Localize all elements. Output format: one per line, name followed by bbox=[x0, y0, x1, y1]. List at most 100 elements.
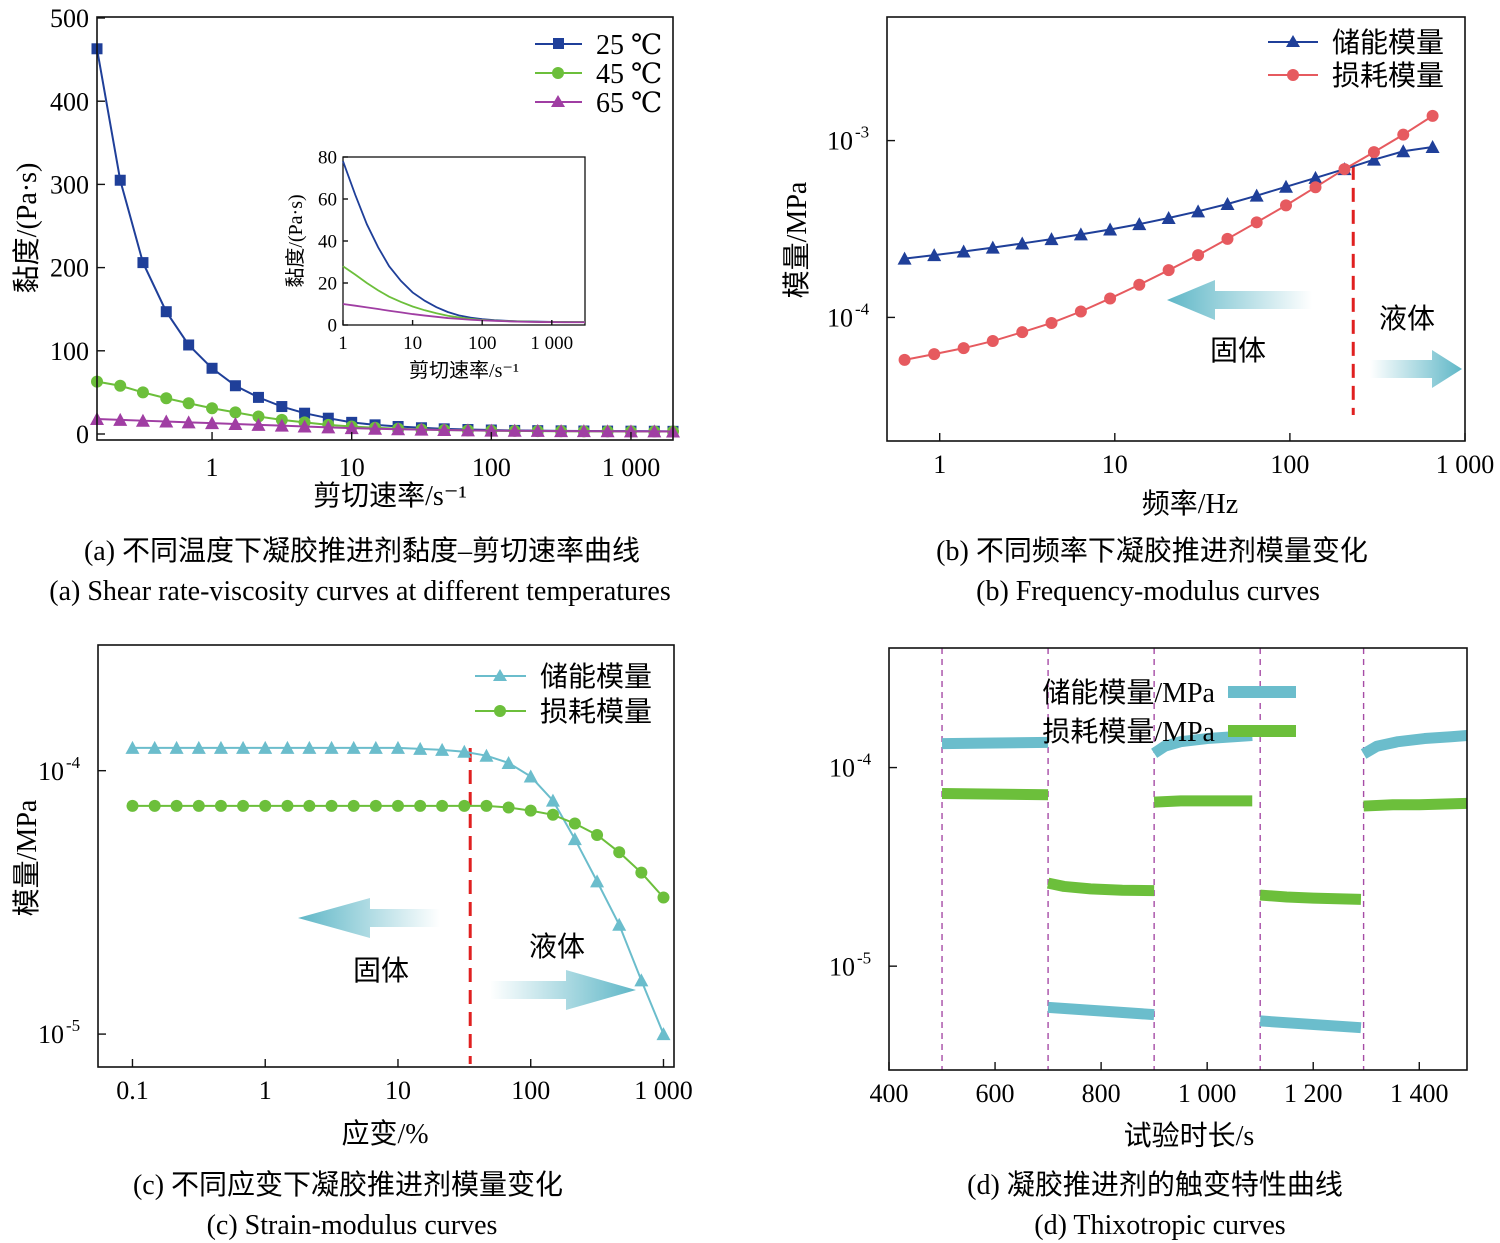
legend-label-loss-c: 损耗模量 bbox=[540, 696, 652, 728]
c-series-0-point-16 bbox=[479, 748, 494, 762]
legend-label-loss-b: 损耗模量 bbox=[1332, 60, 1444, 92]
a-series-1-line bbox=[96, 380, 673, 433]
b-series-1-point-5 bbox=[1045, 316, 1058, 329]
c-series-0-point-11 bbox=[368, 740, 383, 754]
legend-label-25: 25 ℃ bbox=[596, 30, 662, 61]
b-series-1-point-14 bbox=[1309, 181, 1322, 194]
c-series-0-point-13 bbox=[413, 741, 428, 755]
panel-c-caption-cn: (c) 不同应变下凝胶推进剂模量变化 bbox=[133, 1169, 563, 1201]
panel-a-caption-cn: (a) 不同温度下凝胶推进剂黏度–剪切速率曲线 bbox=[84, 535, 640, 567]
b-series-0-point-11 bbox=[1220, 196, 1235, 210]
c-series-1-point-20 bbox=[568, 817, 581, 830]
d-series-1-segment-1 bbox=[1046, 877, 1155, 897]
b-xtick-label-3: 1 000 bbox=[1436, 450, 1495, 479]
c-xtick-label-3: 100 bbox=[511, 1076, 550, 1105]
panel-b-legend: 储能模量 损耗模量 bbox=[1268, 27, 1444, 92]
b-xtick-label-2: 100 bbox=[1270, 450, 1309, 479]
b-series-0-point-17 bbox=[1396, 144, 1411, 158]
panel-c-frame bbox=[97, 644, 675, 1068]
panel-b-xlabel: 频率/Hz bbox=[1142, 488, 1238, 520]
c-series-1-point-18 bbox=[524, 804, 537, 817]
d-ytick-exp-1: -4 bbox=[857, 750, 872, 769]
b-series-0-point-13 bbox=[1279, 179, 1294, 193]
d-series-0-segment-3 bbox=[1259, 1015, 1362, 1034]
inset-xtick-label-0: 1 bbox=[338, 333, 348, 354]
d-xtick-label-2: 800 bbox=[1082, 1079, 1121, 1108]
c-series-0-point-14 bbox=[435, 742, 450, 756]
b-series-0-point-10 bbox=[1191, 204, 1206, 218]
c-series-1-point-24 bbox=[657, 891, 670, 904]
c-series-0-point-6 bbox=[258, 740, 273, 754]
c-ytick-exp-1: -4 bbox=[66, 753, 81, 772]
c-series-0-point-17 bbox=[501, 755, 516, 769]
a-series-2-point-19 bbox=[530, 423, 545, 437]
panel-a-inset: 1 10 100 1 000 0 20 40 60 80 剪切速率/s⁻¹ 黏度/(Pa·s) bbox=[284, 148, 586, 382]
region-liquid-b: 液体 bbox=[1379, 303, 1435, 335]
b-ytick-exp-0: -4 bbox=[855, 300, 870, 319]
c-series-0-point-19 bbox=[545, 793, 560, 807]
c-series-1-point-0 bbox=[126, 799, 139, 812]
c-series-0-point-10 bbox=[346, 740, 361, 754]
region-solid-c: 固体 bbox=[353, 955, 409, 987]
a-series-0-point-4 bbox=[183, 339, 195, 351]
b-series-0-point-7 bbox=[1103, 222, 1118, 236]
panel-c-ylabel: 模量/MPa bbox=[11, 799, 43, 916]
c-series-1-point-17 bbox=[502, 801, 515, 814]
a-series-2-point-7 bbox=[251, 417, 266, 431]
a-series-2-point-17 bbox=[484, 423, 499, 437]
d-ytick-label-0: 10 bbox=[829, 952, 855, 981]
d-xtick-label-4: 1 200 bbox=[1284, 1079, 1343, 1108]
inset-frame bbox=[342, 156, 586, 326]
panel-d-caption-cn: (d) 凝胶推进剂的触变特性曲线 bbox=[967, 1169, 1343, 1201]
inset-ytick-label-1: 20 bbox=[318, 274, 337, 295]
a-ytick-label-4: 400 bbox=[50, 87, 89, 116]
c-series-1-point-2 bbox=[170, 799, 183, 812]
inset-xtick-label-2: 100 bbox=[468, 333, 497, 354]
a-series-0-point-8 bbox=[276, 401, 288, 413]
c-series-0-point-23 bbox=[634, 973, 649, 987]
d-xtick-label-5: 1 400 bbox=[1390, 1079, 1449, 1108]
panel-c-legend: 储能模量 损耗模量 bbox=[475, 661, 652, 728]
a-series-2-point-5 bbox=[205, 416, 220, 430]
panel-c-caption-en: (c) Strain-modulus curves bbox=[207, 1210, 498, 1241]
d-series-0-segment-0 bbox=[941, 736, 1049, 750]
c-series-0-point-1 bbox=[147, 740, 162, 754]
c-series-0-point-4 bbox=[213, 740, 228, 754]
a-series-2-point-23 bbox=[623, 424, 638, 438]
a-series-2-point-8 bbox=[274, 418, 289, 432]
panel-b-arrows bbox=[1167, 280, 1462, 388]
a-series-2-point-6 bbox=[228, 417, 243, 431]
a-series-1-point-5 bbox=[206, 402, 219, 415]
d-series-0-segment-1 bbox=[1047, 1001, 1155, 1021]
b-xtick-label-1: 10 bbox=[1102, 450, 1128, 479]
legend-label-45: 45 ℃ bbox=[596, 59, 662, 90]
b-series-1-point-17 bbox=[1397, 128, 1410, 141]
d-series-1-segment-0 bbox=[941, 788, 1049, 801]
c-series-0-point-7 bbox=[280, 740, 295, 754]
a-series-1-point-6 bbox=[229, 406, 242, 419]
b-series-1-point-18 bbox=[1426, 109, 1439, 122]
c-series-0-point-21 bbox=[590, 874, 605, 888]
arrow-right-liquid-c bbox=[490, 970, 636, 1010]
a-series-2-point-24 bbox=[647, 424, 662, 438]
a-series-2-line bbox=[96, 418, 674, 433]
c-xtick-label-2: 10 bbox=[385, 1076, 411, 1105]
d-series-1-segment-3 bbox=[1259, 889, 1362, 905]
b-xtick-label-0: 1 bbox=[933, 450, 946, 479]
panel-a-frame bbox=[96, 16, 674, 441]
inset-ylabel: 黏度/(Pa·s) bbox=[284, 194, 307, 287]
legend-marker-45 bbox=[552, 67, 564, 79]
d-ytick-label-1: 10 bbox=[829, 754, 855, 783]
c-series-0-point-9 bbox=[324, 740, 339, 754]
a-series-1-point-2 bbox=[136, 386, 149, 399]
b-series-1-point-16 bbox=[1367, 146, 1380, 159]
a-series-2-point-13 bbox=[391, 422, 406, 436]
inset-xtick-label-3: 1 000 bbox=[530, 333, 573, 354]
c-series-1-point-15 bbox=[458, 799, 471, 812]
a-series-2-point-2 bbox=[135, 413, 150, 427]
panel-a-legend: 25 ℃ 45 ℃ 65 ℃ bbox=[535, 30, 662, 119]
c-ytick-label-0: 10 bbox=[38, 1020, 64, 1049]
c-ytick-label-1: 10 bbox=[38, 757, 64, 786]
a-ytick-label-1: 100 bbox=[50, 337, 89, 366]
